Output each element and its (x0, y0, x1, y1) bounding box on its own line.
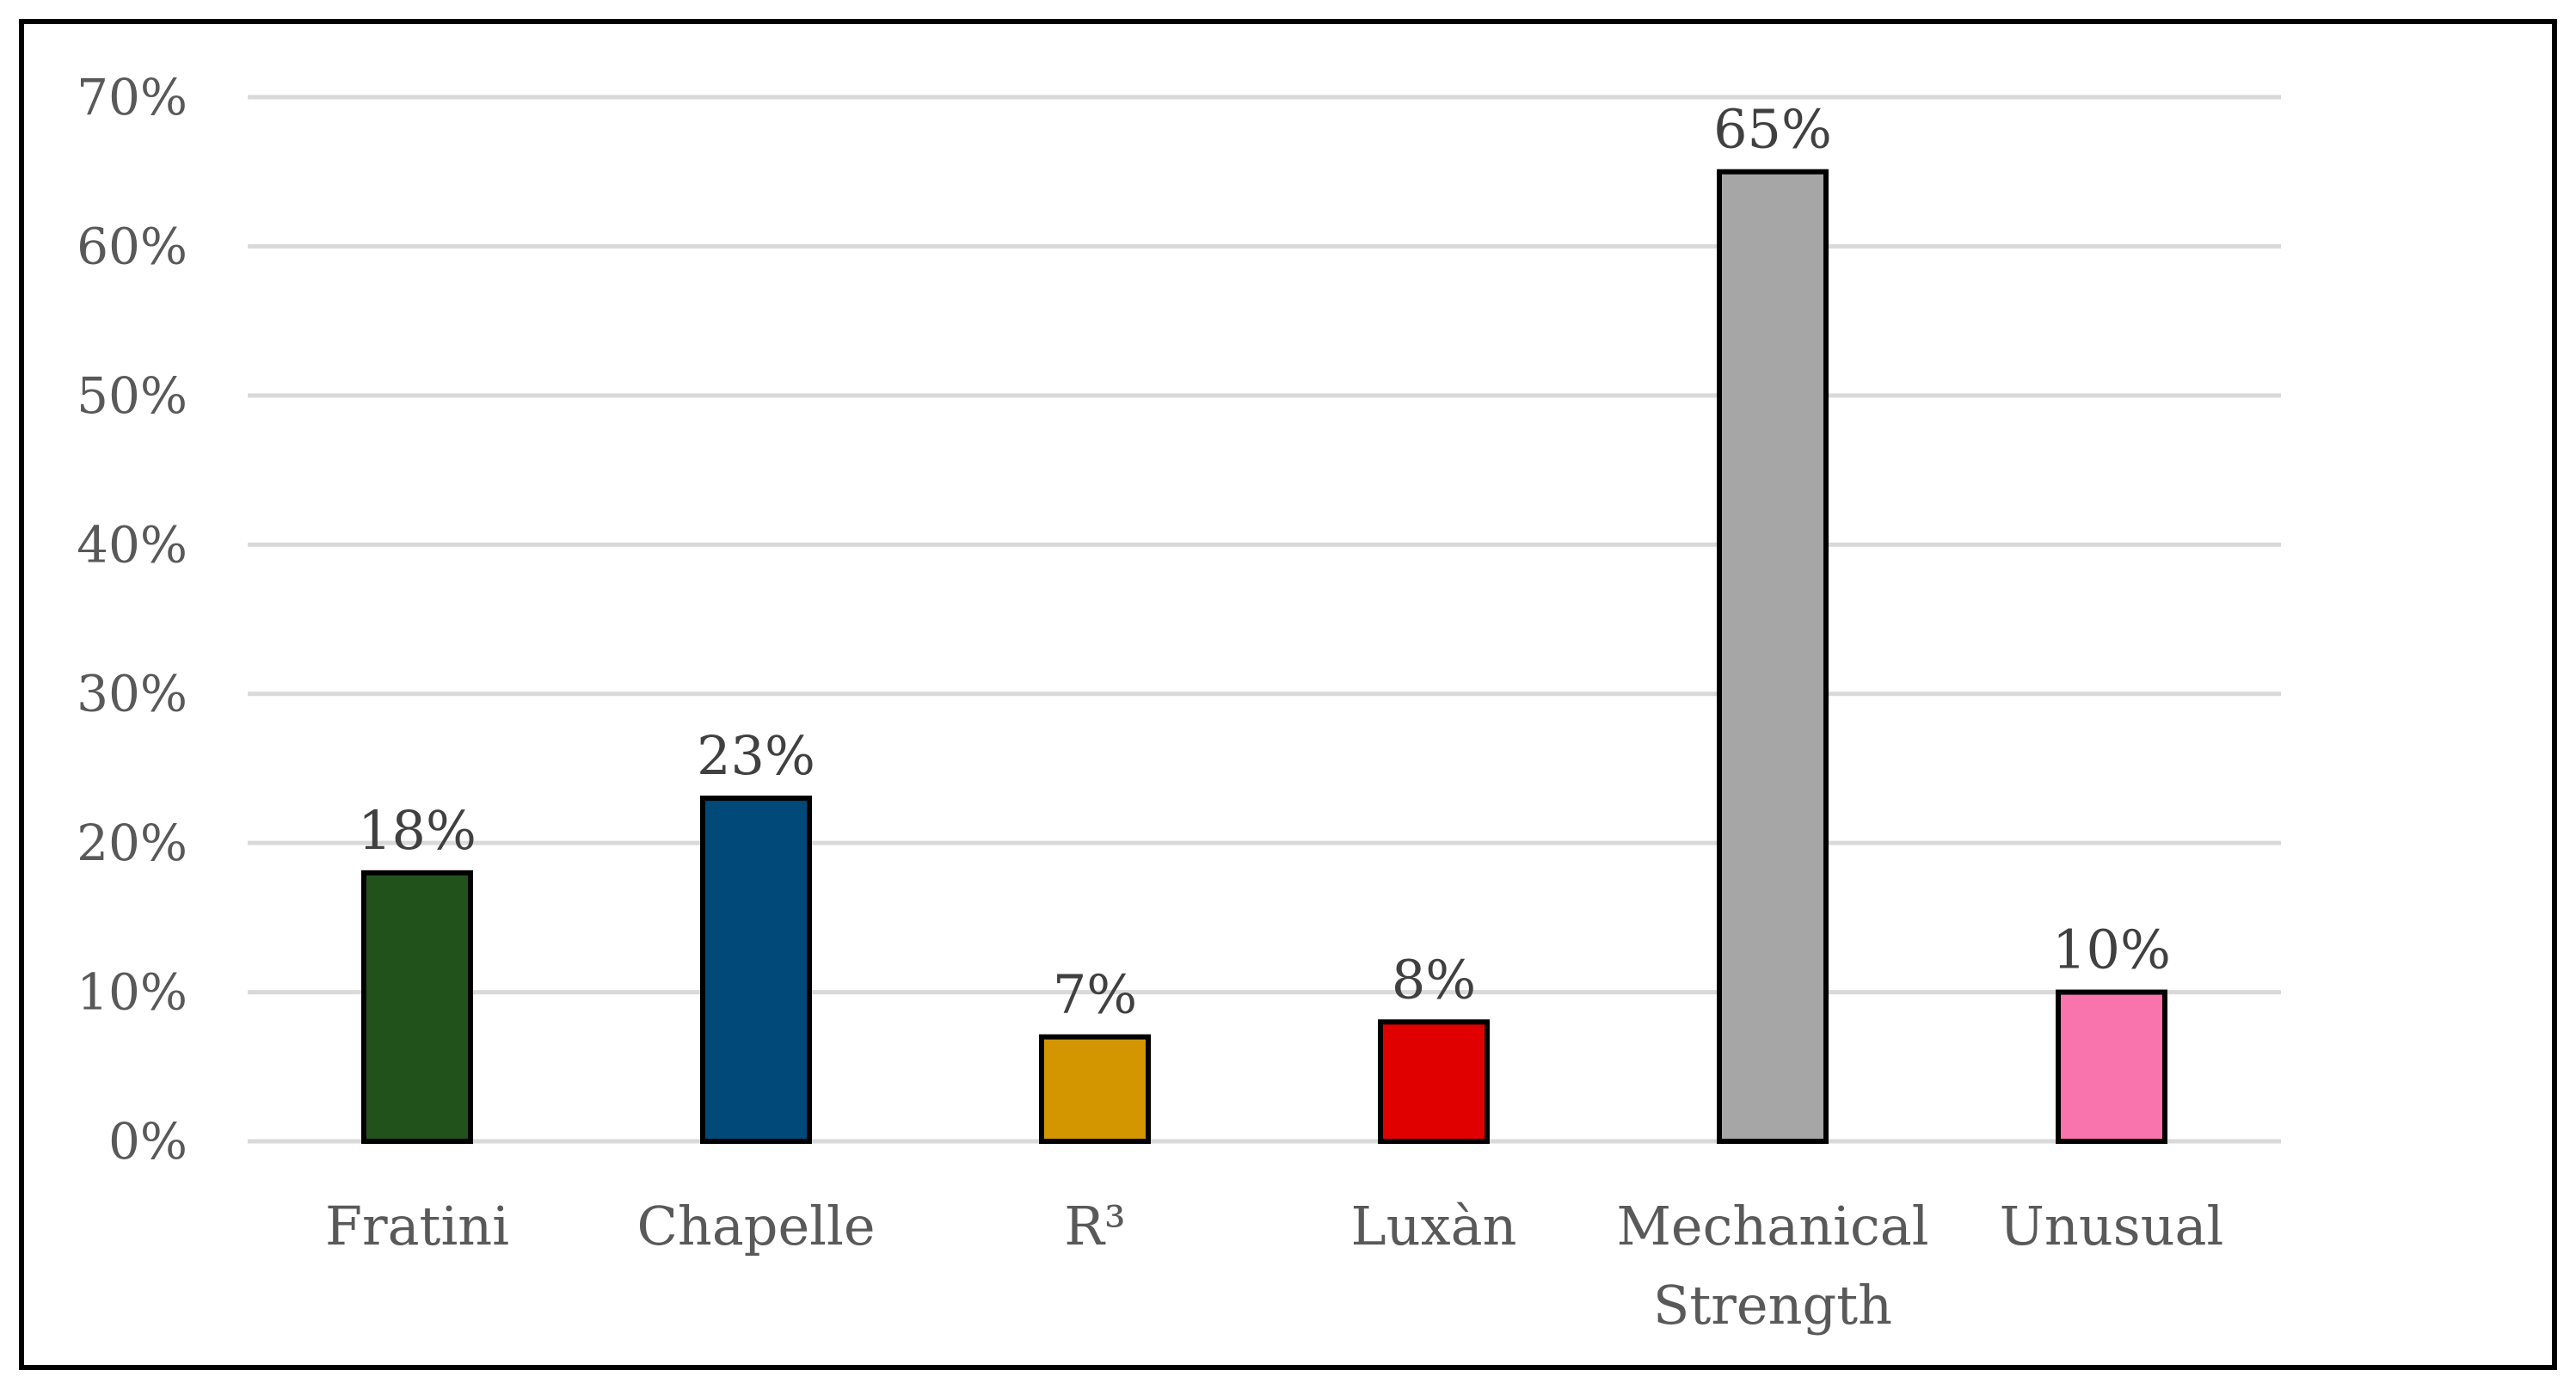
data-label: 65% (1713, 98, 1832, 161)
y-axis-tick-labels: 0% 10% 20% 30% 40% 50% 60% 70% (77, 68, 188, 1171)
category-label: Strength (1653, 1274, 1892, 1337)
x-axis-category-labels: Fratini Chapelle R³ Luxàn Mechanical Strength… (325, 1195, 2223, 1337)
bar-3 (1378, 1019, 1490, 1145)
bars (361, 169, 2167, 1145)
bar-2 (1039, 1034, 1151, 1144)
category-label: R³ (1064, 1195, 1126, 1257)
y-tick-label: 70% (77, 68, 188, 126)
data-label: 18% (358, 799, 476, 862)
data-label: 10% (2052, 919, 2171, 981)
y-tick-label: 10% (77, 963, 188, 1022)
y-tick-label: 0% (108, 1112, 188, 1171)
bar-0 (361, 870, 473, 1144)
data-labels: 18% 23% 7% 8% 65% 10% (358, 98, 2171, 1026)
category-label: Unusual (2000, 1195, 2224, 1257)
y-tick-label: 20% (77, 814, 188, 872)
bar-5 (2056, 989, 2167, 1144)
y-tick-label: 30% (77, 665, 188, 723)
category-label: Mechanical (1616, 1195, 1928, 1257)
bar-1 (700, 796, 812, 1144)
y-tick-label: 40% (77, 515, 188, 574)
bar-4 (1717, 169, 1829, 1145)
data-label: 8% (1392, 948, 1476, 1011)
category-label: Fratini (325, 1195, 509, 1257)
data-label: 23% (697, 724, 815, 787)
gridlines (248, 95, 2281, 1144)
y-tick-label: 50% (77, 366, 188, 425)
category-label: Luxàn (1351, 1195, 1517, 1257)
category-label: Chapelle (636, 1195, 875, 1257)
y-tick-label: 60% (77, 217, 188, 275)
data-label: 7% (1053, 963, 1137, 1026)
